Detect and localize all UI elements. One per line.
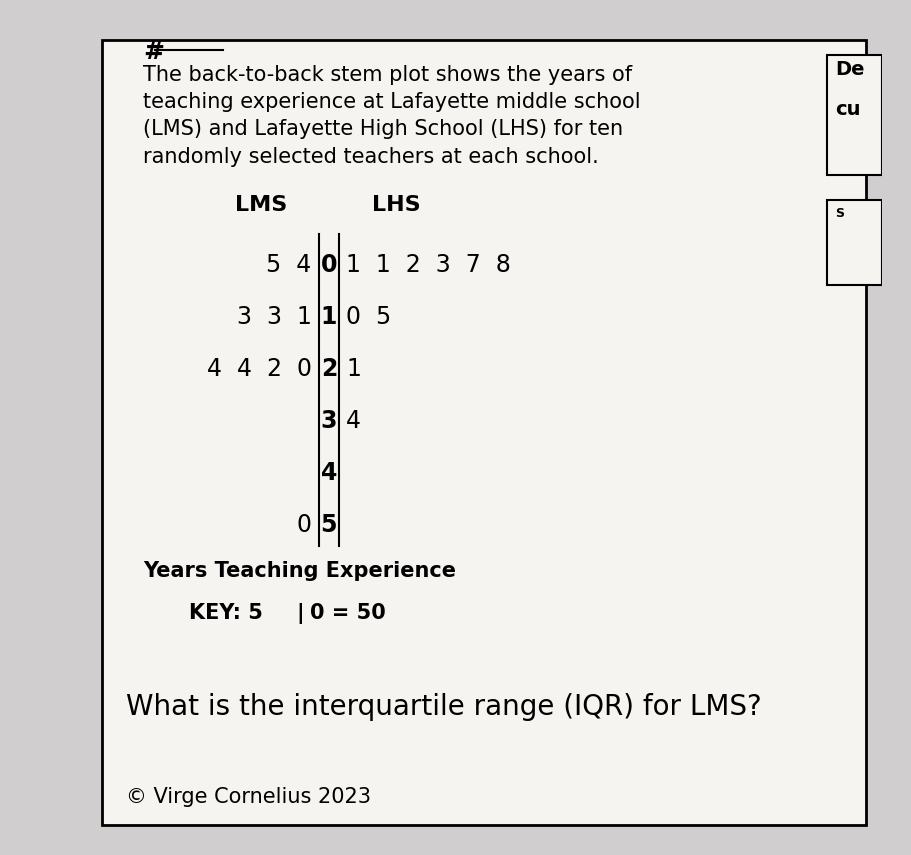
Text: Years Teaching Experience: Years Teaching Experience — [143, 562, 455, 581]
Bar — [826, 55, 881, 175]
Text: S: S — [834, 207, 843, 220]
Text: De: De — [834, 60, 864, 79]
Text: 3  3  1: 3 3 1 — [236, 305, 312, 329]
Text: 4: 4 — [346, 409, 361, 433]
Text: |: | — [296, 604, 303, 624]
Text: 0  5: 0 5 — [346, 305, 391, 329]
Text: LHS: LHS — [372, 195, 421, 215]
Text: cu: cu — [834, 100, 859, 119]
Text: #: # — [143, 40, 164, 64]
Text: 5: 5 — [321, 513, 337, 537]
Text: KEY: 5: KEY: 5 — [189, 604, 262, 623]
Text: 0 = 50: 0 = 50 — [309, 604, 385, 623]
Text: 1: 1 — [346, 357, 361, 381]
Text: 1  1  2  3  7  8: 1 1 2 3 7 8 — [346, 253, 511, 277]
Text: What is the interquartile range (IQR) for LMS?: What is the interquartile range (IQR) fo… — [126, 693, 761, 722]
Text: © Virge Cornelius 2023: © Virge Cornelius 2023 — [126, 787, 371, 807]
Text: 0: 0 — [296, 513, 312, 537]
Bar — [101, 40, 865, 825]
Text: 5  4: 5 4 — [266, 253, 312, 277]
Text: 2: 2 — [321, 357, 337, 381]
Text: 0: 0 — [321, 253, 337, 277]
Text: 4: 4 — [321, 461, 337, 485]
Text: 3: 3 — [321, 409, 337, 433]
Bar — [826, 200, 881, 285]
Text: 1: 1 — [321, 305, 337, 329]
Text: The back-to-back stem plot shows the years of
teaching experience at Lafayette m: The back-to-back stem plot shows the yea… — [143, 65, 640, 167]
Text: LMS: LMS — [235, 195, 287, 215]
Text: 4  4  2  0: 4 4 2 0 — [206, 357, 312, 381]
